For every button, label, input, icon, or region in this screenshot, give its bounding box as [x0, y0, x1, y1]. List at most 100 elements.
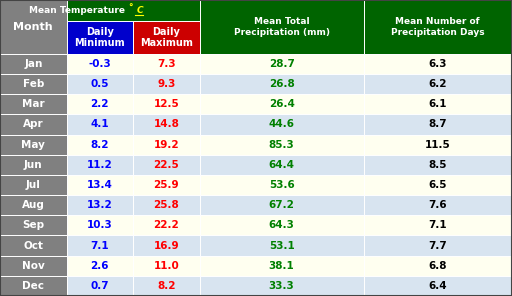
Text: 22.2: 22.2 — [154, 221, 179, 230]
Text: 0.7: 0.7 — [91, 281, 109, 291]
Bar — [67, 135, 133, 155]
Bar — [0, 115, 67, 135]
Text: 13.4: 13.4 — [87, 180, 113, 190]
Text: Mean Total
Precipitation (mm): Mean Total Precipitation (mm) — [233, 17, 330, 37]
Text: 10.3: 10.3 — [87, 221, 113, 230]
Text: Mean Temperature: Mean Temperature — [29, 6, 128, 15]
Text: 22.5: 22.5 — [154, 160, 179, 170]
Bar — [133, 21, 200, 54]
Text: 9.3: 9.3 — [157, 79, 176, 89]
Bar — [364, 195, 512, 215]
Bar — [364, 54, 512, 74]
Bar — [67, 0, 200, 21]
Bar — [364, 135, 512, 155]
Bar — [67, 276, 133, 296]
Bar — [364, 115, 512, 135]
Text: 6.1: 6.1 — [429, 99, 447, 109]
Bar — [0, 155, 67, 175]
Bar — [200, 54, 364, 74]
Bar — [67, 94, 133, 115]
Text: 16.9: 16.9 — [154, 241, 179, 250]
Text: 6.8: 6.8 — [429, 261, 447, 271]
Bar — [364, 236, 512, 256]
Text: 8.5: 8.5 — [429, 160, 447, 170]
Bar — [200, 236, 364, 256]
Text: 14.8: 14.8 — [154, 120, 179, 129]
Text: Month: Month — [13, 22, 53, 32]
Bar — [0, 215, 67, 236]
Text: °: ° — [128, 4, 133, 13]
Bar — [67, 215, 133, 236]
Bar — [200, 256, 364, 276]
Text: 11.0: 11.0 — [154, 261, 179, 271]
Text: 33.3: 33.3 — [269, 281, 294, 291]
Bar — [200, 175, 364, 195]
Text: 85.3: 85.3 — [269, 140, 294, 150]
Bar — [133, 135, 200, 155]
Bar — [133, 175, 200, 195]
Bar — [200, 94, 364, 115]
Bar — [200, 195, 364, 215]
Bar — [200, 276, 364, 296]
Text: 0.5: 0.5 — [91, 79, 109, 89]
Text: Aug: Aug — [22, 200, 45, 210]
Text: May: May — [22, 140, 45, 150]
Bar — [67, 115, 133, 135]
Bar — [133, 215, 200, 236]
Text: 12.5: 12.5 — [154, 99, 179, 109]
Bar — [0, 54, 67, 74]
Text: Oct: Oct — [23, 241, 44, 250]
Text: Dec: Dec — [23, 281, 44, 291]
Text: 53.1: 53.1 — [269, 241, 294, 250]
Text: 8.2: 8.2 — [157, 281, 176, 291]
Bar — [200, 74, 364, 94]
Text: Sep: Sep — [22, 221, 45, 230]
Bar — [364, 256, 512, 276]
Bar — [133, 236, 200, 256]
Bar — [133, 54, 200, 74]
Text: 28.7: 28.7 — [269, 59, 294, 69]
Text: Mean Number of
Precipitation Days: Mean Number of Precipitation Days — [391, 17, 484, 37]
Text: 38.1: 38.1 — [269, 261, 294, 271]
Text: Jul: Jul — [26, 180, 41, 190]
Text: Feb: Feb — [23, 79, 44, 89]
Bar — [133, 115, 200, 135]
Bar — [67, 74, 133, 94]
Bar — [0, 175, 67, 195]
Bar — [364, 155, 512, 175]
Text: 6.3: 6.3 — [429, 59, 447, 69]
Text: 25.8: 25.8 — [154, 200, 179, 210]
Bar — [364, 74, 512, 94]
Bar — [133, 155, 200, 175]
Text: 25.9: 25.9 — [154, 180, 179, 190]
Bar — [67, 256, 133, 276]
Text: 7.1: 7.1 — [91, 241, 109, 250]
Bar — [133, 74, 200, 94]
Text: 11.5: 11.5 — [425, 140, 451, 150]
Bar — [67, 54, 133, 74]
Text: Jan: Jan — [24, 59, 42, 69]
Text: 67.2: 67.2 — [269, 200, 294, 210]
Text: 6.5: 6.5 — [429, 180, 447, 190]
Bar — [364, 94, 512, 115]
Bar — [133, 94, 200, 115]
Text: 7.1: 7.1 — [429, 221, 447, 230]
Text: 7.3: 7.3 — [157, 59, 176, 69]
Bar — [133, 195, 200, 215]
Bar — [0, 236, 67, 256]
Bar — [0, 256, 67, 276]
Bar — [364, 175, 512, 195]
Bar — [67, 175, 133, 195]
Bar — [67, 236, 133, 256]
Text: 26.4: 26.4 — [269, 99, 294, 109]
Text: 8.2: 8.2 — [91, 140, 109, 150]
Bar — [133, 256, 200, 276]
Bar — [200, 115, 364, 135]
Text: 2.2: 2.2 — [91, 99, 109, 109]
Text: -0.3: -0.3 — [89, 59, 111, 69]
Bar — [133, 276, 200, 296]
Text: 26.8: 26.8 — [269, 79, 294, 89]
Bar — [200, 0, 364, 54]
Text: Daily
Minimum: Daily Minimum — [75, 27, 125, 48]
Text: Mar: Mar — [22, 99, 45, 109]
